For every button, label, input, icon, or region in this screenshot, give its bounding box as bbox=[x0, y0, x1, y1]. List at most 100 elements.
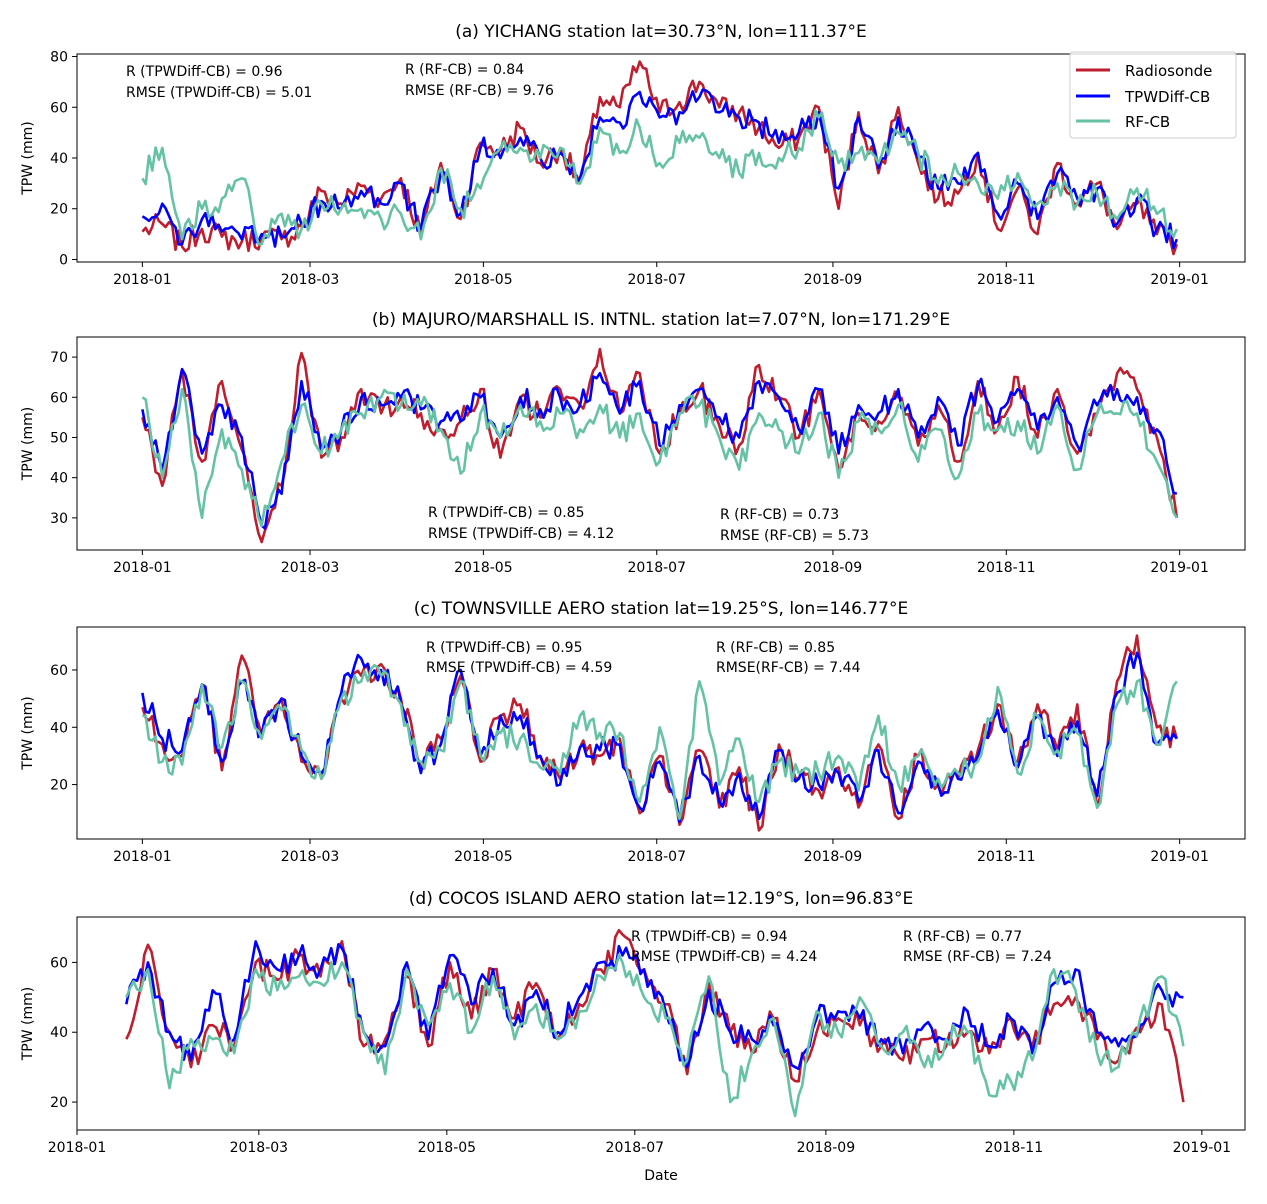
annotation-r-tpwdiff: R (TPWDiff-CB) = 0.96 bbox=[126, 64, 283, 80]
plot-frame bbox=[76, 626, 1246, 840]
y-axis-label: TPW (mm) bbox=[20, 121, 36, 196]
y-axis-label: TPW (mm) bbox=[20, 696, 36, 771]
panel-b-majuro: (b) MAJURO/MARSHALL IS. INTNL. station l… bbox=[20, 310, 1246, 576]
stats-annotations: R (TPWDiff-CB) = 0.95 RMSE (TPWDiff-CB) … bbox=[426, 640, 861, 676]
x-tick-label: 2019-01 bbox=[1150, 272, 1209, 288]
y-tick-label: 50 bbox=[50, 430, 68, 446]
x-tick-label: 2018-09 bbox=[804, 849, 863, 865]
y-tick-label: 60 bbox=[50, 663, 68, 679]
series-line-rf-cb bbox=[125, 953, 1185, 1118]
annotation-r-tpwdiff: R (TPWDiff-CB) = 0.95 bbox=[426, 640, 583, 656]
x-tick-label: 2019-01 bbox=[1173, 1140, 1232, 1156]
series-line-tpwdiff-cb bbox=[125, 940, 1184, 1071]
annotation-rmse-rf: RMSE (RF-CB) = 9.76 bbox=[405, 83, 554, 99]
legend-frame bbox=[1069, 51, 1237, 139]
x-tick-label: 2018-07 bbox=[627, 272, 686, 288]
y-tick-label: 60 bbox=[50, 955, 68, 971]
x-tick-label: 2018-03 bbox=[281, 560, 340, 576]
series-line-rf-cb bbox=[141, 109, 1178, 246]
axes: 2018-01 2018-03 2018-05 2018-07 2018-09 2018-… bbox=[50, 50, 1246, 288]
series-lines bbox=[141, 60, 1179, 256]
annotation-r-rf: R (RF-CB) = 0.84 bbox=[405, 62, 524, 78]
annotation-rmse-tpwdiff: RMSE (TPWDiff-CB) = 4.12 bbox=[428, 526, 614, 542]
y-tick-label: 80 bbox=[50, 50, 68, 66]
panel-title: (c) TOWNSVILLE AERO station lat=19.25°S,… bbox=[414, 599, 908, 619]
x-tick-label: 2019-01 bbox=[1150, 560, 1209, 576]
annotation-rmse-rf: RMSE (RF-CB) = 5.73 bbox=[720, 528, 869, 544]
x-tick-label: 2018-03 bbox=[230, 1140, 289, 1156]
x-tick-label: 2018-07 bbox=[627, 849, 686, 865]
legend-label-tpwdiff-cb: TPWDiff-CB bbox=[1124, 88, 1210, 106]
legend-label-radiosonde: Radiosonde bbox=[1125, 62, 1212, 80]
y-tick-label: 40 bbox=[50, 471, 68, 487]
annotation-rmse-tpwdiff: RMSE (TPWDiff-CB) = 5.01 bbox=[126, 85, 312, 101]
annotation-rmse-rf: RMSE(RF-CB) = 7.44 bbox=[716, 660, 861, 676]
x-tick-label: 2018-05 bbox=[454, 849, 513, 865]
x-tick-label: 2018-07 bbox=[627, 560, 686, 576]
y-tick-label: 60 bbox=[50, 390, 68, 406]
x-tick-label: 2018-07 bbox=[606, 1140, 665, 1156]
series-lines bbox=[125, 928, 1185, 1118]
annotation-rmse-tpwdiff: RMSE (TPWDiff-CB) = 4.24 bbox=[631, 949, 817, 965]
annotation-r-rf: R (RF-CB) = 0.77 bbox=[903, 929, 1022, 945]
series-line-radiosonde bbox=[141, 347, 1179, 544]
axes: 2018-01 2018-03 2018-05 2018-07 2018-09 2018-… bbox=[50, 626, 1246, 865]
x-tick-label: 2018-09 bbox=[804, 272, 863, 288]
x-tick-label: 2018-05 bbox=[454, 272, 513, 288]
annotation-rmse-rf: RMSE (RF-CB) = 7.24 bbox=[903, 949, 1052, 965]
x-axis-label: Date bbox=[644, 1168, 677, 1184]
series-line-rf-cb bbox=[141, 387, 1178, 528]
x-tick-label: 2018-11 bbox=[977, 849, 1036, 865]
x-tick-label: 2018-09 bbox=[797, 1140, 856, 1156]
x-tick-label: 2018-05 bbox=[418, 1140, 477, 1156]
panel-c-townsville: (c) TOWNSVILLE AERO station lat=19.25°S,… bbox=[20, 599, 1246, 865]
panel-d-cocos: (d) COCOS ISLAND AERO station lat=12.19°… bbox=[20, 889, 1246, 1184]
plot-frame bbox=[76, 336, 1246, 551]
series-lines bbox=[141, 347, 1179, 544]
annotation-r-rf: R (RF-CB) = 0.73 bbox=[720, 507, 839, 523]
panel-title: (a) YICHANG station lat=30.73°N, lon=111… bbox=[455, 22, 867, 42]
legend-label-rf-cb: RF-CB bbox=[1125, 113, 1170, 131]
series-line-tpwdiff-cb bbox=[141, 651, 1178, 824]
annotation-r-rf: R (RF-CB) = 0.85 bbox=[716, 640, 835, 656]
axes: 2018-01 2018-03 2018-05 2018-07 2018-09 2018-… bbox=[50, 336, 1246, 576]
axes: 2018-01 2018-03 2018-05 2018-07 2018-09 2018-… bbox=[48, 916, 1246, 1156]
stats-annotations: R (TPWDiff-CB) = 0.96 RMSE (TPWDiff-CB) … bbox=[126, 62, 554, 101]
series-line-tpwdiff-cb bbox=[141, 367, 1178, 530]
series-line-rf-cb bbox=[142, 663, 1178, 821]
stats-annotations: R (TPWDiff-CB) = 0.85 RMSE (TPWDiff-CB) … bbox=[428, 505, 869, 544]
panel-title: (d) COCOS ISLAND AERO station lat=12.19°… bbox=[409, 889, 913, 909]
annotation-r-tpwdiff: R (TPWDiff-CB) = 0.94 bbox=[631, 929, 788, 945]
x-tick-label: 2018-11 bbox=[985, 1140, 1044, 1156]
y-tick-label: 0 bbox=[59, 252, 68, 268]
y-tick-label: 20 bbox=[50, 778, 68, 794]
x-tick-label: 2018-09 bbox=[804, 560, 863, 576]
x-tick-label: 2018-01 bbox=[48, 1140, 107, 1156]
y-tick-label: 20 bbox=[50, 1095, 68, 1111]
x-tick-label: 2018-11 bbox=[977, 272, 1036, 288]
y-tick-label: 70 bbox=[50, 350, 68, 366]
series-lines bbox=[141, 634, 1179, 832]
annotation-r-tpwdiff: R (TPWDiff-CB) = 0.85 bbox=[428, 505, 585, 521]
panel-a-yichang: (a) YICHANG station lat=30.73°N, lon=111… bbox=[20, 22, 1246, 288]
panel-title: (b) MAJURO/MARSHALL IS. INTNL. station l… bbox=[372, 310, 950, 330]
series-line-tpwdiff-cb bbox=[141, 88, 1179, 250]
y-axis-label: TPW (mm) bbox=[20, 407, 36, 482]
x-tick-label: 2019-01 bbox=[1150, 849, 1209, 865]
plot-frame bbox=[76, 916, 1246, 1131]
y-tick-label: 60 bbox=[50, 100, 68, 116]
x-tick-label: 2018-05 bbox=[454, 560, 513, 576]
x-tick-label: 2018-01 bbox=[113, 560, 172, 576]
y-tick-label: 40 bbox=[50, 720, 68, 736]
y-tick-label: 40 bbox=[50, 151, 68, 167]
y-tick-label: 30 bbox=[50, 511, 68, 527]
y-tick-label: 40 bbox=[50, 1025, 68, 1041]
x-tick-label: 2018-11 bbox=[977, 560, 1036, 576]
y-tick-label: 20 bbox=[50, 202, 68, 218]
x-tick-label: 2018-03 bbox=[281, 849, 340, 865]
x-tick-label: 2018-01 bbox=[113, 272, 172, 288]
x-tick-label: 2018-03 bbox=[281, 272, 340, 288]
y-axis-label: TPW (mm) bbox=[20, 987, 36, 1062]
annotation-rmse-tpwdiff: RMSE (TPWDiff-CB) = 4.59 bbox=[426, 660, 612, 676]
